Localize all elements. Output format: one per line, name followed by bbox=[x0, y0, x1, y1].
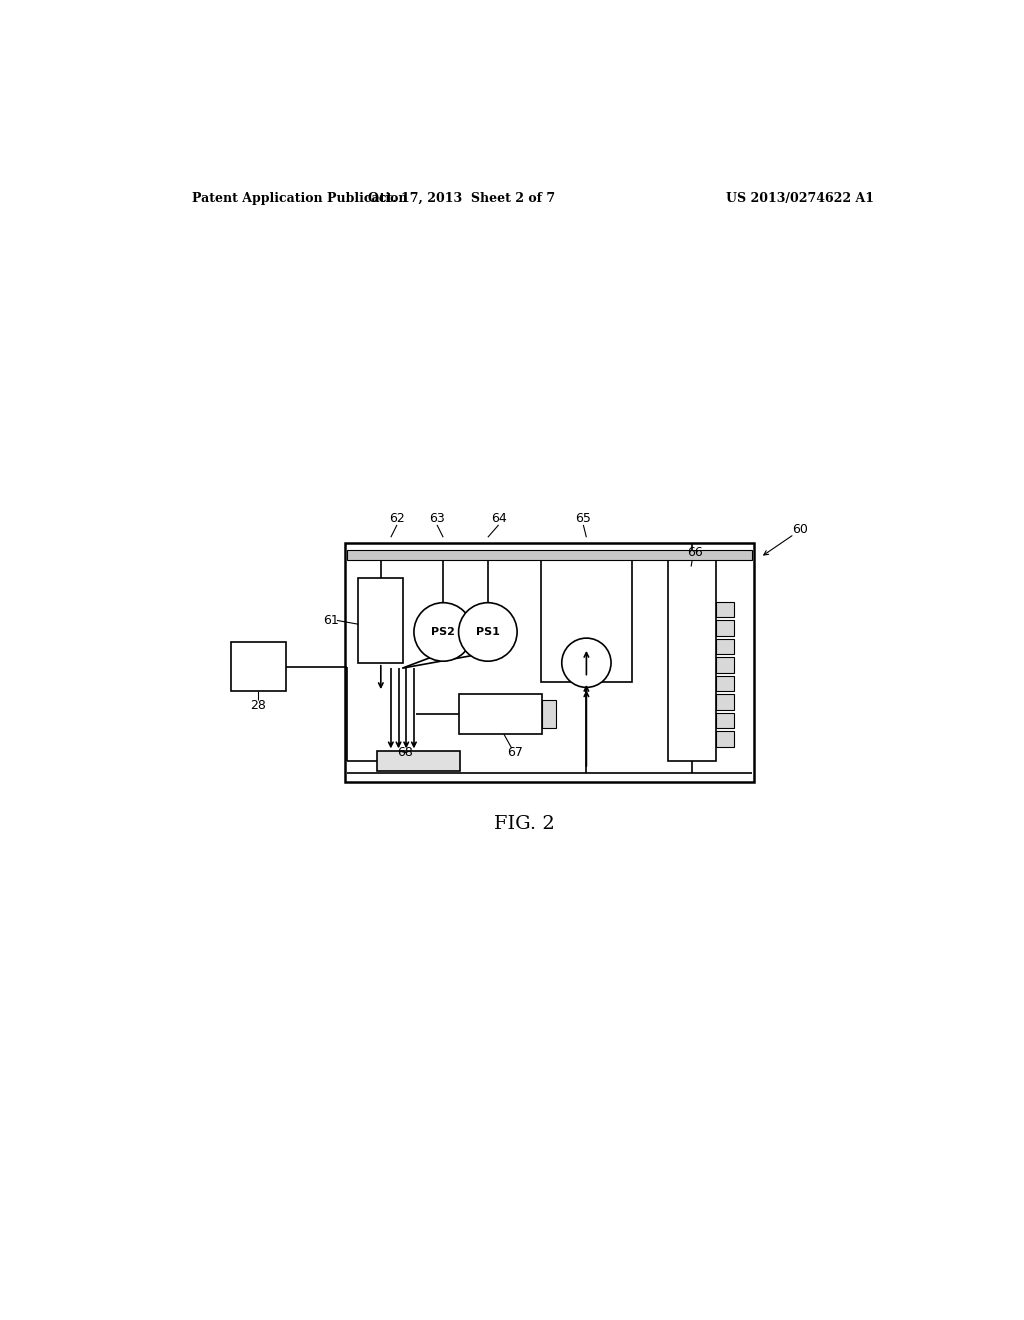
Text: 65: 65 bbox=[575, 512, 591, 525]
Text: 68: 68 bbox=[396, 746, 413, 759]
Bar bbox=[716, 639, 734, 655]
Text: 66: 66 bbox=[687, 546, 702, 560]
Text: US 2013/0274622 A1: US 2013/0274622 A1 bbox=[726, 191, 874, 205]
Bar bbox=[668, 554, 716, 760]
Bar bbox=[345, 544, 755, 781]
Text: FIG. 2: FIG. 2 bbox=[495, 816, 555, 833]
Text: Oct. 17, 2013  Sheet 2 of 7: Oct. 17, 2013 Sheet 2 of 7 bbox=[368, 191, 555, 205]
Text: 67: 67 bbox=[508, 746, 523, 759]
Bar bbox=[716, 602, 734, 618]
Bar bbox=[377, 751, 460, 771]
Bar bbox=[716, 657, 734, 673]
Bar bbox=[542, 701, 556, 729]
Text: 62: 62 bbox=[389, 512, 404, 525]
Text: 64: 64 bbox=[490, 512, 507, 525]
Bar bbox=[716, 694, 734, 710]
Bar bbox=[541, 553, 632, 682]
Text: 63: 63 bbox=[429, 512, 444, 525]
Text: 28: 28 bbox=[251, 698, 266, 711]
Bar bbox=[230, 642, 286, 692]
Text: 61: 61 bbox=[323, 614, 339, 627]
Bar bbox=[358, 578, 403, 663]
Bar bbox=[716, 620, 734, 636]
Text: 60: 60 bbox=[793, 523, 808, 536]
Bar bbox=[716, 676, 734, 692]
Circle shape bbox=[414, 603, 472, 661]
Bar bbox=[716, 731, 734, 747]
Bar bbox=[716, 713, 734, 729]
Text: Patent Application Publication: Patent Application Publication bbox=[193, 191, 408, 205]
Bar bbox=[347, 549, 752, 561]
Circle shape bbox=[562, 638, 611, 688]
Text: PS1: PS1 bbox=[476, 627, 500, 638]
Circle shape bbox=[459, 603, 517, 661]
Text: PS2: PS2 bbox=[431, 627, 455, 638]
Bar bbox=[459, 694, 542, 734]
